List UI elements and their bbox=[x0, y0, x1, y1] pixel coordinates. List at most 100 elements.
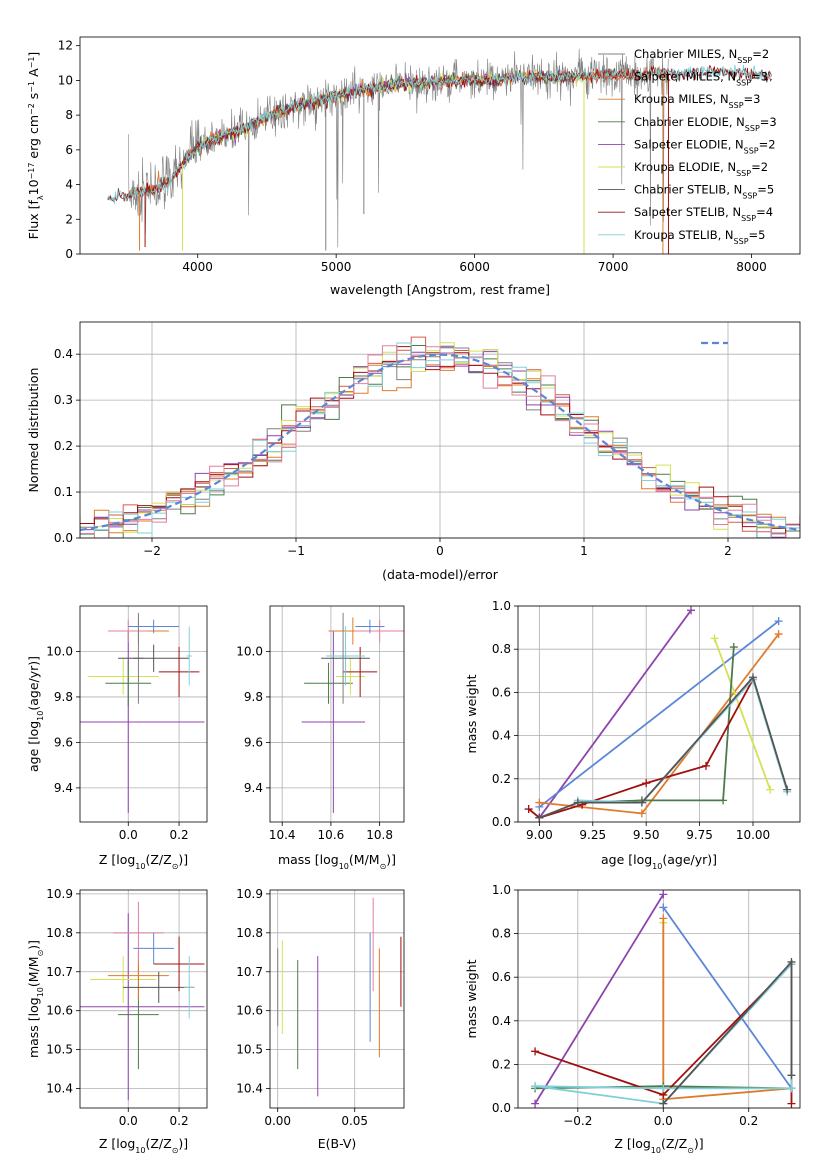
errorbar-point bbox=[105, 660, 152, 707]
x-tick-label: 9.50 bbox=[633, 828, 660, 842]
errorbar-point bbox=[343, 646, 378, 697]
weight-marker bbox=[766, 785, 775, 794]
y-tick-label: 10.5 bbox=[46, 1043, 73, 1057]
weight-marker bbox=[531, 1082, 540, 1091]
weight-marker bbox=[787, 1099, 796, 1108]
y-tick-label: 8 bbox=[65, 108, 73, 122]
weight-series-line bbox=[662, 959, 793, 1105]
legend-entry: Kroupa STELIB, NSSP=5 bbox=[634, 228, 765, 246]
x-tick-label: 9.25 bbox=[579, 828, 606, 842]
y-tick-label: 10.7 bbox=[236, 965, 263, 979]
spectrum-legend: Chabrier MILES, NSSP=2 Salpeter MILES, NS… bbox=[598, 47, 777, 245]
errorbar-point bbox=[113, 901, 164, 964]
weight-marker bbox=[787, 957, 796, 966]
weight-marker bbox=[729, 643, 738, 652]
axes-frame bbox=[269, 605, 405, 823]
weight-marker bbox=[710, 634, 719, 643]
weight-marker bbox=[659, 1084, 668, 1093]
y-tick-label: 0.6 bbox=[492, 970, 511, 984]
x-tick-label: 0.05 bbox=[341, 1114, 368, 1128]
weight-marker bbox=[659, 914, 668, 923]
axes-frame bbox=[79, 889, 208, 1109]
x-tick-label: 1 bbox=[580, 544, 588, 558]
x-axis-label: Z [log10(Z/Z⊙)] bbox=[99, 1136, 188, 1155]
y-tick-label: 0.2 bbox=[492, 772, 511, 786]
x-tick-label: 7000 bbox=[598, 260, 629, 274]
legend-entry: Chabrier STELIB, NSSP=5 bbox=[634, 183, 774, 201]
y-tick-label: 10.8 bbox=[46, 926, 73, 940]
x-tick-label: 0.0 bbox=[654, 1114, 673, 1128]
weight-marker bbox=[573, 798, 582, 807]
y-tick-label: 9.6 bbox=[244, 735, 263, 749]
y-tick-label: 10.7 bbox=[46, 965, 73, 979]
weight-series-line bbox=[539, 675, 789, 819]
errorbar-point bbox=[184, 956, 195, 1019]
y-tick-label: 0.0 bbox=[54, 531, 73, 545]
weight-series-line bbox=[662, 918, 792, 1101]
legend-entry: Chabrier MILES, NSSP=2 bbox=[634, 47, 769, 65]
errorbar-point bbox=[301, 631, 366, 813]
x-axis-label: age [log10(age/yr)] bbox=[601, 852, 717, 871]
errorbar-point bbox=[153, 936, 205, 992]
x-tick-label: 0 bbox=[436, 544, 444, 558]
legend-entry: Chabrier ELODIE, NSSP=3 bbox=[634, 115, 777, 133]
weight-marker bbox=[774, 617, 783, 626]
errorbar-point bbox=[133, 932, 174, 964]
y-tick-label: 10.0 bbox=[46, 644, 73, 658]
weight-marker bbox=[787, 1071, 796, 1080]
y-tick-label: 9.8 bbox=[244, 690, 263, 704]
y-tick-label: 0.2 bbox=[54, 439, 73, 453]
errorbar-point bbox=[355, 619, 404, 643]
weight-marker bbox=[531, 1047, 540, 1056]
x-axis-label: Z [log10(Z/Z⊙)] bbox=[99, 852, 188, 871]
x-tick-label: −0.2 bbox=[563, 1114, 592, 1128]
axes-spectrum: 4000 5000 6000 7000 8000 0 2 4 6 8 10 12 wavelength … bbox=[26, 36, 801, 297]
x-tick-label: 10.4 bbox=[269, 828, 296, 842]
y-tick-label: 9.4 bbox=[54, 781, 73, 795]
y-tick-label: 10.8 bbox=[236, 926, 263, 940]
weight-marker bbox=[659, 890, 668, 899]
y-axis-label: Normed distribution bbox=[26, 368, 41, 493]
y-tick-label: 0.1 bbox=[54, 485, 73, 499]
errorbar-point bbox=[118, 644, 190, 672]
x-tick-label: 0.2 bbox=[170, 1114, 189, 1128]
y-tick-label: 12 bbox=[58, 39, 73, 53]
x-tick-label: 9.00 bbox=[526, 828, 553, 842]
spectrum-line-kroupa-stelib bbox=[107, 64, 772, 204]
weight-series-line bbox=[538, 620, 780, 808]
x-tick-label: 9.75 bbox=[686, 828, 713, 842]
errorbar-point bbox=[107, 619, 149, 643]
y-tick-label: 0.8 bbox=[492, 642, 511, 656]
x-tick-label: −1 bbox=[287, 544, 305, 558]
errorbar-point bbox=[80, 913, 205, 1101]
y-tick-label: 0.0 bbox=[492, 815, 511, 829]
x-tick-label: −2 bbox=[143, 544, 161, 558]
x-tick-label: 8000 bbox=[736, 260, 767, 274]
x-tick-label: 0.2 bbox=[170, 828, 189, 842]
x-tick-label: 10.8 bbox=[366, 828, 393, 842]
errorbar-point bbox=[123, 971, 195, 1003]
x-tick-label: 4000 bbox=[182, 260, 213, 274]
x-axis-label: (data-model)/error bbox=[382, 567, 499, 582]
weight-marker bbox=[719, 796, 728, 805]
weight-series-line bbox=[577, 677, 789, 804]
y-tick-label: 0.2 bbox=[492, 1057, 511, 1071]
weight-series-line bbox=[662, 906, 793, 1089]
weight-marker bbox=[535, 813, 544, 822]
y-tick-label: 10.4 bbox=[236, 1082, 263, 1096]
weight-marker bbox=[702, 761, 710, 770]
x-tick-label: 0.0 bbox=[119, 1114, 138, 1128]
y-tick-label: 0.8 bbox=[492, 927, 511, 941]
y-axis-label: mass weight bbox=[464, 674, 479, 753]
errorbar-point bbox=[304, 662, 353, 704]
weight-series-line bbox=[528, 678, 754, 819]
axes-age-Z: 0.0 0.2 9.4 9.6 9.8 10.0 Z [log10(Z/Z⊙)] age [l… bbox=[26, 605, 208, 871]
y-tick-label: 10.9 bbox=[236, 887, 263, 901]
weight-marker bbox=[531, 1099, 540, 1108]
legend-entry: Kroupa MILES, NSSP=3 bbox=[634, 92, 760, 110]
y-tick-label: 10.6 bbox=[236, 1004, 263, 1018]
axes-frame bbox=[79, 36, 801, 255]
y-tick-label: 6 bbox=[65, 143, 73, 157]
y-axis-label: Flux [fλ10−17 erg cm−2 s−1 A−1] bbox=[26, 52, 45, 240]
